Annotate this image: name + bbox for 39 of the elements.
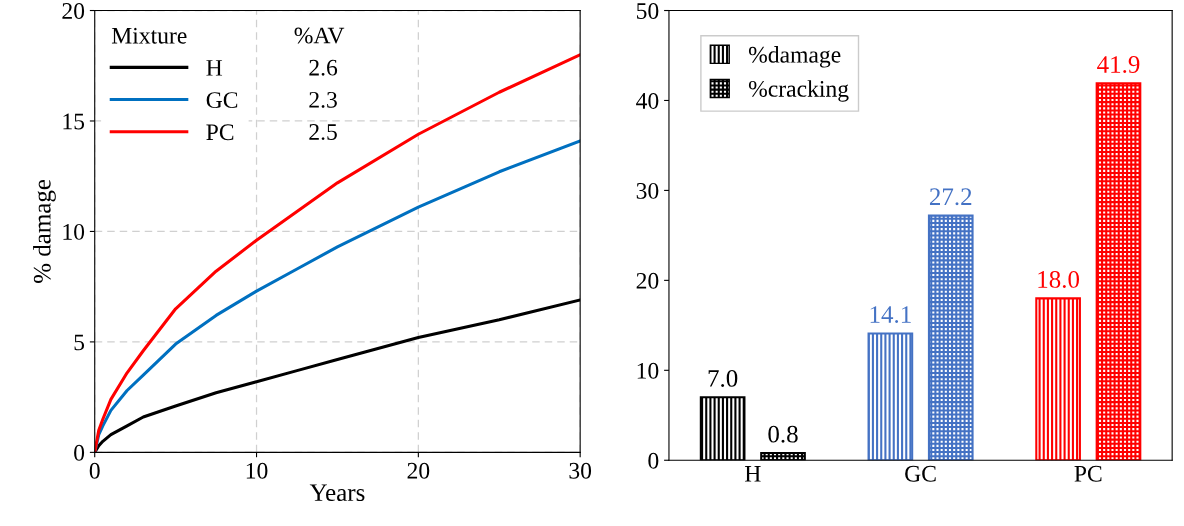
annotation: 2.6 — [309, 59, 338, 76]
x-tick-label: PC — [1074, 465, 1102, 482]
x-tick-label: 0 — [89, 462, 100, 479]
y-tick-label: 20 — [62, 3, 85, 19]
legend-label: %damage — [748, 46, 841, 68]
x-axis-title: Years — [309, 484, 365, 502]
y-tick-label: 0 — [74, 444, 85, 461]
data-label: 41.9 — [1097, 56, 1140, 74]
x-tick-label: H — [744, 466, 761, 482]
legend-label: H — [206, 60, 223, 76]
data-label: 14.1 — [870, 306, 911, 324]
legend-title: Mixture — [111, 27, 187, 44]
y-axis-title: % damage — [33, 179, 56, 283]
bar — [1035, 297, 1081, 461]
y-tick-label: 15 — [63, 113, 85, 130]
x-tick-label: GC — [905, 465, 936, 482]
x-tick-label: 30 — [569, 462, 592, 479]
annotation: 2.5 — [309, 124, 337, 141]
data-label: 0.8 — [768, 425, 798, 443]
legend-label: GC — [206, 92, 238, 109]
x-tick-label: 10 — [246, 462, 268, 479]
bar — [927, 214, 974, 461]
annotation: %AV — [294, 27, 345, 44]
data-label: 7.0 — [708, 369, 738, 387]
bar — [1095, 82, 1142, 461]
y-tick-label: 5 — [74, 334, 85, 351]
y-tick-label: 50 — [637, 3, 659, 19]
x-tick-label: 20 — [407, 462, 430, 479]
annotation: 2.3 — [309, 91, 337, 108]
y-tick-label: 10 — [637, 362, 659, 379]
data-label: 27.2 — [929, 188, 972, 206]
y-tick-label: 30 — [636, 182, 659, 199]
y-tick-label: 20 — [636, 272, 659, 289]
y-tick-label: 40 — [636, 92, 659, 109]
legend-label: %cracking — [748, 80, 849, 102]
y-tick-label: 10 — [63, 223, 85, 240]
data-label: 18.0 — [1038, 271, 1080, 288]
bar — [867, 332, 914, 461]
legend-label: PC — [206, 124, 234, 141]
